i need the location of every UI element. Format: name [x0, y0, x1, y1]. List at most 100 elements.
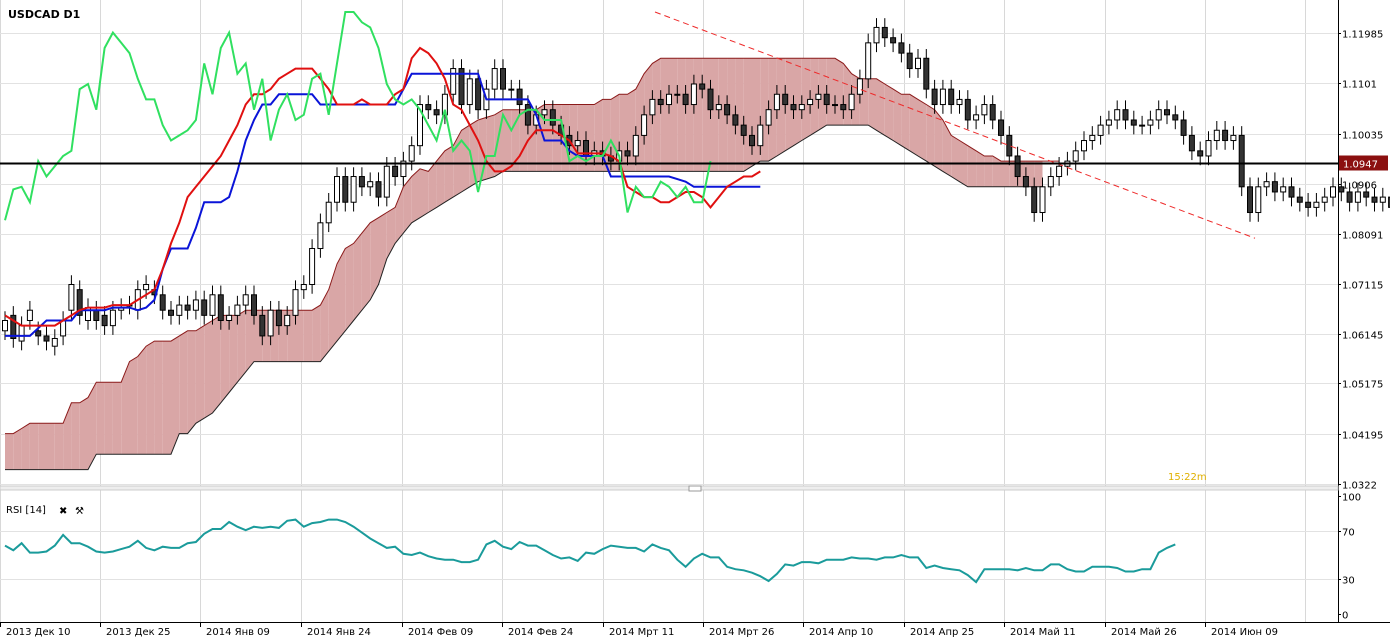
candle-body: [201, 299, 208, 316]
candle-body: [242, 294, 249, 306]
candle-body: [1172, 114, 1179, 121]
ichimoku-cloud-segment: [195, 325, 205, 424]
x-axis-label: 2014 Мрт 11: [609, 627, 674, 638]
candle-body: [1230, 134, 1237, 142]
candle-body: [981, 104, 988, 116]
candle-body: [516, 88, 523, 106]
ichimoku-cloud-segment: [220, 315, 230, 403]
ichimoku-cloud-segment: [702, 58, 711, 172]
candle-body: [358, 176, 365, 188]
x-axis-label: 2014 Апр 25: [910, 627, 974, 638]
x-axis-label: 2014 Июн 09: [1211, 627, 1278, 638]
candle-body: [666, 93, 672, 106]
candle-body: [1039, 186, 1046, 214]
close-icon[interactable]: ✖: [59, 506, 67, 517]
ichimoku-cloud-segment: [967, 145, 977, 187]
candle-body: [51, 337, 58, 347]
candle-body: [873, 26, 880, 44]
candle-body: [649, 98, 656, 116]
candle-body: [1346, 191, 1353, 203]
ichimoku-cloud-segment: [187, 330, 196, 434]
y-axis-label: 1.1101: [1342, 80, 1377, 91]
candle-body: [375, 181, 382, 198]
candle-body: [284, 314, 291, 327]
ichimoku-cloud-segment: [594, 99, 603, 172]
candle-body: [1330, 186, 1336, 198]
pane-splitter-handle[interactable]: [688, 485, 702, 492]
price-tag: [1339, 155, 1388, 171]
ichimoku-cloud-segment: [918, 99, 927, 162]
candle-body: [1222, 129, 1229, 142]
candle-body: [840, 104, 847, 111]
ichimoku-cloud-segment: [337, 248, 346, 342]
candle-body: [184, 304, 191, 311]
wrench-icon[interactable]: ⚒: [75, 506, 84, 517]
ichimoku-cloud-segment: [328, 263, 337, 352]
candle-body: [425, 104, 432, 111]
ichimoku-cloud-segment: [104, 382, 113, 455]
ichimoku-cloud-segment: [727, 58, 736, 172]
ichimoku-cloud-segment: [129, 356, 138, 455]
candle-body: [574, 140, 581, 147]
candle-body: [715, 104, 722, 111]
candle-body: [541, 109, 548, 116]
candle-body: [757, 124, 764, 147]
candle-body: [367, 181, 374, 188]
y-axis-label: 1.05175: [1342, 380, 1383, 391]
rsi-axis-label: 0: [1342, 611, 1348, 622]
candle-body: [890, 37, 897, 44]
candle-body: [43, 335, 50, 342]
ichimoku-cloud-segment: [212, 315, 221, 414]
candle-body: [1321, 196, 1328, 203]
ichimoku-cloud-segment: [461, 125, 470, 192]
ichimoku-cloud-segment: [21, 423, 30, 470]
candle-body: [641, 114, 648, 136]
candle-body: [1180, 119, 1187, 136]
chart-title: USDCAD D1: [8, 8, 80, 21]
x-axis-label: 2014 Фев 09: [408, 627, 473, 638]
ichimoku-cloud-segment: [5, 433, 14, 470]
ichimoku-cloud-segment: [378, 212, 387, 285]
candle-body: [417, 104, 423, 147]
ichimoku-cloud-segment: [826, 58, 835, 126]
candle-body: [300, 284, 307, 291]
rsi-axis-label: 70: [1342, 528, 1355, 539]
candle-body: [948, 88, 955, 106]
candle-body: [1205, 140, 1212, 157]
x-axis-label: 2013 Дек 10: [6, 627, 71, 638]
candle-body: [1072, 150, 1079, 162]
candle-body: [674, 93, 681, 96]
ichimoku-cloud-segment: [768, 58, 777, 162]
rsi-title: RSI [14]: [6, 505, 46, 516]
ichimoku-cloud-segment: [121, 361, 130, 455]
candle-body: [1188, 134, 1195, 152]
rsi-axis-label: 30: [1342, 576, 1355, 587]
candle-body: [848, 93, 855, 111]
candle-body: [275, 309, 282, 327]
ichimoku-cloud-segment: [71, 402, 80, 470]
ichimoku-cloud-segment: [909, 94, 918, 156]
senkou-span-b-line: [5, 124, 1043, 471]
candle-body: [1371, 196, 1378, 203]
ichimoku-cloud-segment: [312, 305, 321, 362]
candle-body: [1296, 196, 1303, 203]
candle-body: [898, 42, 905, 54]
ichimoku-cloud-segment: [303, 310, 313, 362]
candle-body: [956, 98, 963, 106]
ichimoku-cloud-segment: [669, 58, 678, 172]
candle-body: [1271, 181, 1278, 193]
candle-body: [549, 109, 556, 126]
ichimoku-cloud-segment: [295, 310, 304, 362]
ichimoku-cloud-segment: [951, 135, 960, 182]
pane-splitter[interactable]: [0, 485, 1339, 491]
ichimoku-cloud-segment: [179, 330, 188, 434]
candle-body: [2, 319, 8, 332]
candle-body: [234, 304, 241, 316]
ichimoku-cloud-segment: [868, 78, 877, 131]
y-axis-label: 1.07115: [1342, 281, 1383, 292]
x-axis-label: 2014 Май 11: [1010, 627, 1076, 638]
ichimoku-cloud-segment: [370, 217, 379, 300]
ichimoku-cloud-segment: [46, 423, 55, 470]
candle-body: [1263, 181, 1270, 188]
